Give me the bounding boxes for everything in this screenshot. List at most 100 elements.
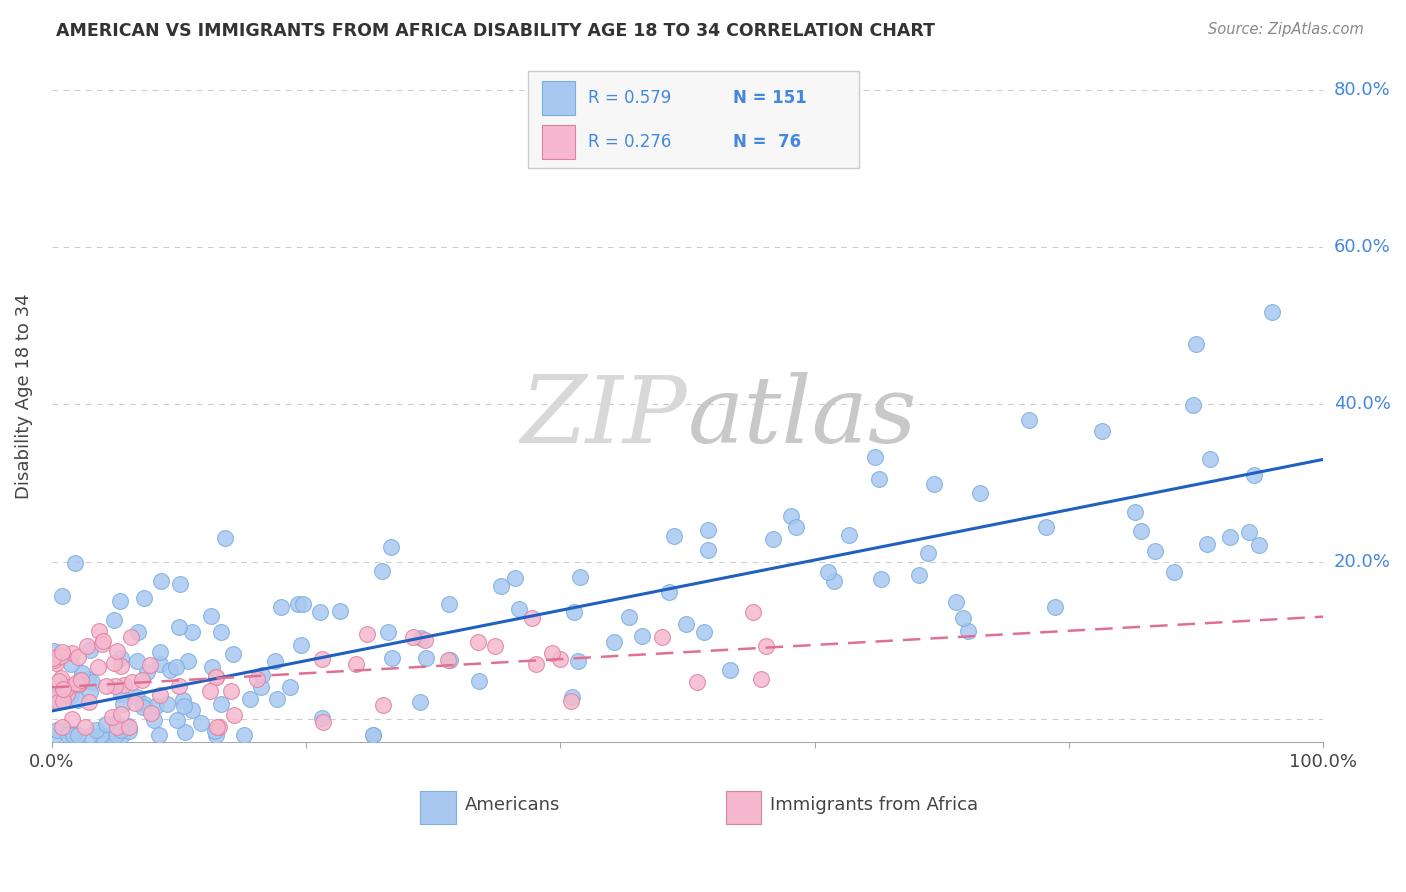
Point xyxy=(112,678,135,692)
Point xyxy=(675,617,697,632)
Point xyxy=(381,650,404,665)
Point xyxy=(693,624,716,639)
Point xyxy=(246,673,269,687)
Point xyxy=(60,728,83,742)
Point xyxy=(356,626,378,640)
Point xyxy=(377,624,399,639)
Point xyxy=(541,646,564,660)
Point xyxy=(143,713,166,727)
Point xyxy=(239,692,262,706)
Point xyxy=(291,597,314,611)
Point xyxy=(548,652,571,666)
Point xyxy=(44,728,66,742)
Point xyxy=(112,697,135,711)
Point xyxy=(41,690,63,704)
Point xyxy=(755,640,778,654)
Point xyxy=(503,571,526,585)
Point xyxy=(1219,530,1241,544)
Point xyxy=(409,631,432,645)
Point xyxy=(70,666,93,681)
Point xyxy=(957,624,980,638)
Point xyxy=(201,659,224,673)
Point xyxy=(84,723,107,738)
Point xyxy=(190,715,212,730)
Point xyxy=(173,698,195,713)
Point xyxy=(718,663,741,677)
Point xyxy=(205,670,228,684)
Point xyxy=(100,710,122,724)
Point xyxy=(139,657,162,672)
Point xyxy=(111,728,134,742)
Point xyxy=(522,611,544,625)
Point xyxy=(560,694,582,708)
Point xyxy=(91,634,114,648)
Point xyxy=(1249,538,1271,552)
Point xyxy=(952,610,974,624)
Point xyxy=(94,679,117,693)
Point xyxy=(67,677,90,691)
Point xyxy=(79,728,101,742)
Point xyxy=(1237,525,1260,540)
Point xyxy=(66,728,89,742)
Point xyxy=(42,650,65,665)
Point xyxy=(344,657,367,671)
Point xyxy=(60,712,83,726)
Point xyxy=(658,585,681,599)
Point xyxy=(868,472,890,486)
Point xyxy=(52,694,75,708)
Point xyxy=(1198,452,1220,467)
Point xyxy=(124,696,146,710)
Point xyxy=(437,653,460,667)
Point xyxy=(66,728,89,742)
Point xyxy=(132,591,155,605)
Point xyxy=(287,598,309,612)
Point xyxy=(79,685,101,699)
Point xyxy=(863,450,886,464)
Point xyxy=(159,664,181,678)
Point xyxy=(205,720,228,734)
Point xyxy=(89,624,111,638)
Point xyxy=(232,728,254,742)
Point xyxy=(110,651,132,665)
Point xyxy=(52,681,75,696)
Point xyxy=(173,724,195,739)
Point xyxy=(90,728,112,742)
Point xyxy=(44,644,66,658)
Point xyxy=(209,624,232,639)
Point xyxy=(413,632,436,647)
Point xyxy=(65,676,87,690)
Point xyxy=(66,649,89,664)
Point xyxy=(110,723,132,737)
Point xyxy=(167,679,190,693)
Point xyxy=(105,643,128,657)
Point xyxy=(132,697,155,711)
Point xyxy=(278,680,301,694)
Point xyxy=(198,684,221,698)
Point xyxy=(266,691,288,706)
Point xyxy=(1035,520,1057,534)
Point xyxy=(696,543,718,558)
Point xyxy=(270,599,292,614)
Point xyxy=(224,707,246,722)
Point xyxy=(136,665,159,679)
Point xyxy=(55,689,77,703)
Point xyxy=(148,728,170,742)
Point xyxy=(70,673,93,687)
Point xyxy=(131,673,153,688)
Point xyxy=(415,650,437,665)
Point xyxy=(127,654,149,668)
Point xyxy=(103,656,125,670)
Point xyxy=(209,697,232,711)
Point xyxy=(524,657,547,672)
Point xyxy=(308,605,330,619)
Point xyxy=(53,683,76,698)
Point xyxy=(108,594,131,608)
Point xyxy=(762,533,785,547)
Point xyxy=(361,728,384,742)
Point xyxy=(90,637,112,651)
Point xyxy=(166,714,188,728)
Point xyxy=(439,597,461,611)
Point xyxy=(48,673,70,688)
Point xyxy=(110,706,132,721)
Point xyxy=(631,629,654,643)
